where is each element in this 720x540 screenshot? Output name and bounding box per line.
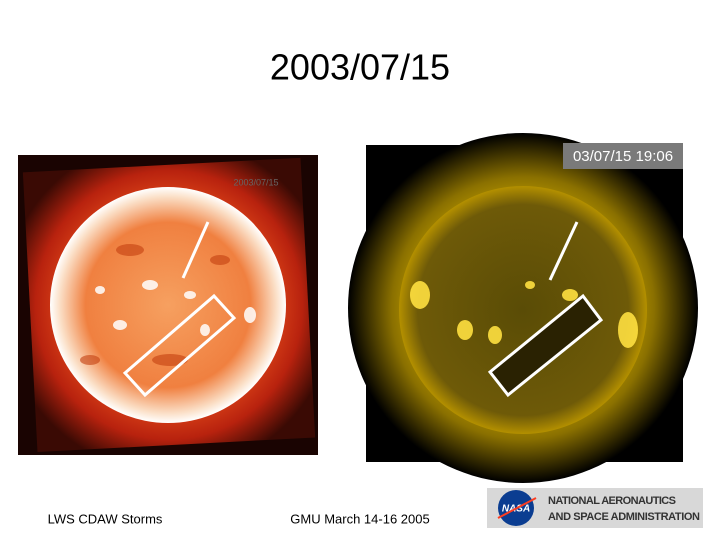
arrow [181,221,210,279]
timestamp-box [563,143,683,169]
left-solar-image: 2003/07/15 [18,155,318,455]
footer-center: GMU March 14-16 2005 [290,511,429,526]
logo-line1: NATIONAL AERONAUTICS [548,495,676,507]
highlight-box [487,293,604,398]
slide-title: 2003/07/15 [270,47,450,88]
right-solar-image: 03/07/15 19:06 [348,133,698,483]
arrow [548,221,579,281]
nasa-logo: NASA NATIONAL AERONAUTICS AND SPACE ADMI… [487,488,703,528]
footer-left: LWS CDAW Storms [48,511,163,526]
highlight-box [122,293,237,398]
image-timestamp: 2003/07/15 [233,177,278,187]
image-timestamp: 03/07/15 19:06 [573,148,673,165]
logo-line2: AND SPACE ADMINISTRATION [548,511,700,523]
